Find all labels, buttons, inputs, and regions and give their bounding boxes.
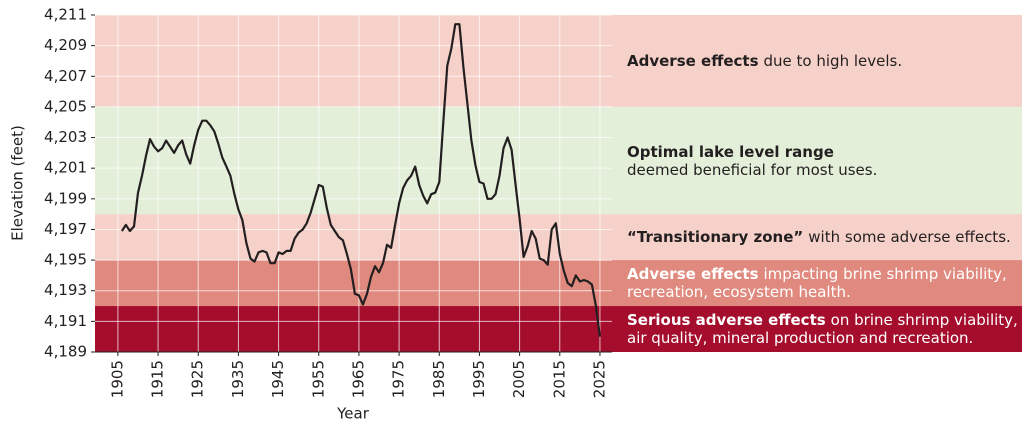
zone-label: Optimal lake level range deemed beneficia… <box>627 143 1022 179</box>
x-tick-label: 1945 <box>269 360 287 398</box>
x-tick-label: 1955 <box>309 360 327 398</box>
y-tick-label: 4,203 <box>44 128 87 146</box>
y-tick-label: 4,189 <box>44 343 87 361</box>
x-tick-label: 1905 <box>108 360 126 398</box>
y-tick-label: 4,207 <box>44 67 87 85</box>
zone-band <box>95 306 1022 352</box>
y-tick-label: 4,195 <box>44 251 87 269</box>
x-tick-label: 2005 <box>510 360 528 398</box>
x-tick-label: 1975 <box>390 360 408 398</box>
elevation-line <box>120 23 601 337</box>
y-tick-label: 4,201 <box>44 159 87 177</box>
zone-label: Adverse effects impacting brine shrimp vi… <box>627 265 1022 301</box>
x-axis-label: Year <box>336 405 370 423</box>
zone-label-text: with some adverse effects. <box>808 228 1011 247</box>
y-tick-label: 4,209 <box>44 36 87 54</box>
y-axis-label: Elevation (feet) <box>9 125 27 241</box>
x-tick-label: 1925 <box>189 360 207 398</box>
zone-label: “Transitionary zone” with some adverse ef… <box>627 228 1022 246</box>
zone-label-bold: Serious adverse effects <box>627 311 826 330</box>
x-tick-label: 2015 <box>550 360 568 398</box>
y-tick-label: 4,199 <box>44 189 87 207</box>
zone-label-text: on brine shrimp viability, air quality, … <box>627 311 1018 348</box>
zone-label: Adverse effects due to high levels. <box>627 52 1022 70</box>
zone-band <box>95 106 1022 215</box>
y-tick-label: 4,191 <box>44 312 87 330</box>
x-tick-label: 2025 <box>590 360 608 398</box>
zone-label-bold: “Transitionary zone” <box>627 228 804 247</box>
y-tick-label: 4,211 <box>44 6 87 24</box>
x-tick-label: 1985 <box>430 360 448 398</box>
x-tick-label: 1935 <box>229 360 247 398</box>
y-tick-label: 4,205 <box>44 97 87 115</box>
x-tick-label: 1915 <box>149 360 167 398</box>
y-tick-label: 4,193 <box>44 281 87 299</box>
zone-label-bold: Adverse effects <box>627 265 759 284</box>
zone-label-text: due to high levels. <box>763 51 903 70</box>
zone-label-text: impacting brine shrimp viability, recrea… <box>627 265 1007 302</box>
zone-label: Serious adverse effects on brine shrimp v… <box>627 311 1022 347</box>
zone-band <box>95 260 1022 307</box>
zone-label-bold: Optimal lake level range <box>627 142 834 161</box>
x-tick-label: 1995 <box>470 360 488 398</box>
x-tick-label: 1965 <box>349 360 367 398</box>
zone-band <box>95 15 1022 107</box>
y-tick-label: 4,197 <box>44 220 87 238</box>
zone-label-text: deemed beneficial for most uses. <box>627 160 878 179</box>
zone-label-bold: Adverse effects <box>627 51 759 70</box>
